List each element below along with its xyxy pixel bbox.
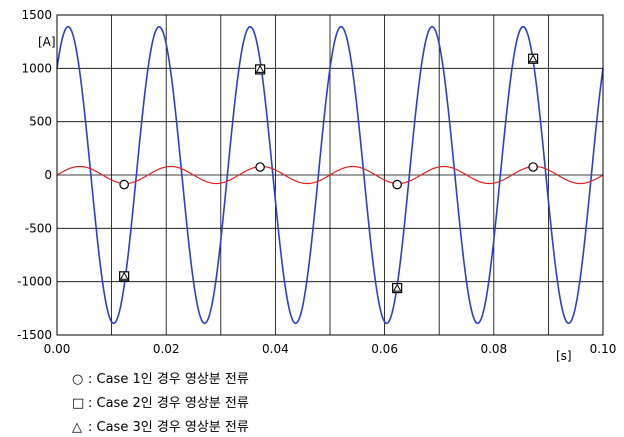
circle-marker bbox=[528, 162, 538, 172]
markers-layer bbox=[119, 53, 539, 294]
y-tick-label: 0 bbox=[44, 168, 52, 182]
legend-item-case2: □: Case 2인 경우 영상분 전류 bbox=[72, 396, 249, 412]
legend-label: : Case 2인 경우 영상분 전류 bbox=[88, 396, 249, 411]
y-tick-label: -1500 bbox=[17, 328, 52, 342]
series-line-1 bbox=[56, 25, 604, 325]
square-marker-icon: □ bbox=[72, 396, 85, 411]
y-tick-labels: 1500 1000 500 0 -500 -1000 -1500 bbox=[17, 8, 52, 342]
circle-marker bbox=[119, 179, 129, 190]
legend-item-case3: △ : Case 3인 경우 영상분 전류 bbox=[72, 420, 249, 436]
x-tick-label: 0.08 bbox=[480, 342, 507, 356]
x-tick-labels: 0.00 0.02 0.04 0.06 0.08 0.10 bbox=[44, 342, 617, 356]
legend-item-case1: ○ : Case 1인 경우 영상분 전류 bbox=[72, 372, 249, 388]
y-tick-label: 1000 bbox=[21, 61, 52, 75]
y-tick-label: 1500 bbox=[21, 8, 52, 22]
x-axis-label: [s] bbox=[556, 349, 572, 363]
triangle-marker bbox=[392, 283, 402, 292]
circle-marker bbox=[392, 179, 402, 190]
legend-label: : Case 1인 경우 영상분 전류 bbox=[88, 372, 249, 387]
y-axis-label: [A] bbox=[38, 35, 56, 49]
series-line-2 bbox=[56, 165, 604, 185]
series-layer bbox=[56, 25, 604, 325]
y-tick-label: -500 bbox=[25, 221, 52, 235]
circle-marker-icon: ○ bbox=[72, 372, 84, 387]
triangle-marker-icon: △ bbox=[72, 420, 82, 435]
square-marker bbox=[119, 271, 130, 282]
triangle-marker bbox=[255, 64, 265, 73]
x-tick-label: 0.04 bbox=[262, 342, 289, 356]
y-tick-label: 500 bbox=[29, 115, 52, 129]
x-tick-label: 0.06 bbox=[371, 342, 398, 356]
x-tick-label: 0.02 bbox=[153, 342, 180, 356]
plot-frame bbox=[56, 14, 604, 336]
triangle-marker bbox=[119, 271, 129, 280]
x-tick-label: 0.00 bbox=[44, 342, 71, 356]
circle-marker bbox=[255, 162, 265, 172]
square-marker bbox=[392, 282, 403, 294]
y-tick-label: -1000 bbox=[17, 275, 52, 289]
x-tick-label: 0.10 bbox=[590, 342, 617, 356]
triangle-marker bbox=[528, 54, 538, 63]
legend-label: : Case 3인 경우 영상분 전류 bbox=[88, 420, 249, 435]
